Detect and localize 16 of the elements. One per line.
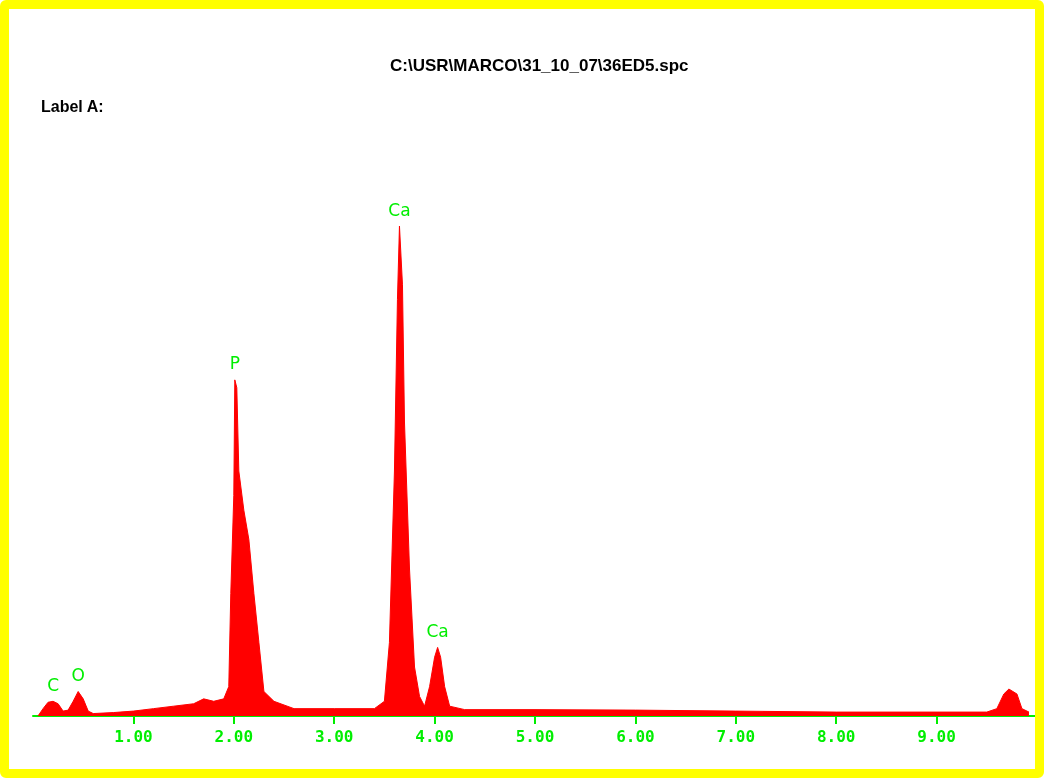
annotation: C: [47, 674, 60, 695]
x-tick-label: 6.00: [616, 726, 655, 746]
x-tick-label: 2.00: [214, 726, 254, 746]
x-tick-label: 3.00: [314, 726, 354, 746]
chart-title: C:\USR\MARCO\31_10_07\36ED5.spc: [390, 56, 689, 75]
annotation: O: [71, 665, 85, 685]
annotation: Ca: [426, 620, 449, 641]
annotation: P: [229, 353, 240, 374]
chart-subtitle: Label A:: [41, 97, 104, 115]
x-tick-label: 5.00: [515, 726, 555, 746]
x-tick-label: 8.00: [816, 726, 856, 746]
x-tick-label: 9.00: [917, 726, 956, 746]
x-tick-label: 7.00: [716, 726, 756, 746]
annotation: Ca: [388, 199, 411, 220]
x-tick-label: 4.00: [415, 726, 454, 746]
x-tick-label: 1.00: [114, 726, 153, 746]
